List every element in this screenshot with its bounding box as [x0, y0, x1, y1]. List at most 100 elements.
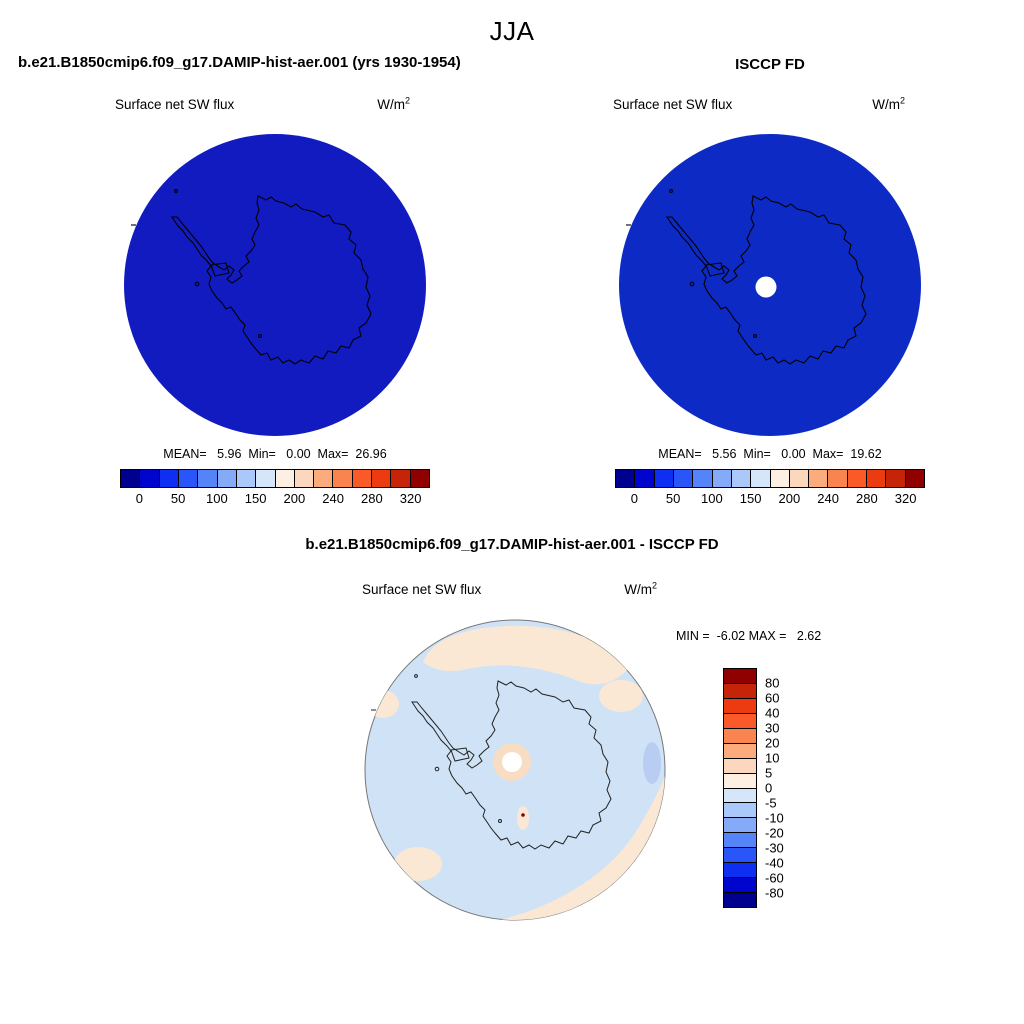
colorbar-box: [730, 469, 752, 488]
colorbar-tick-label: 0: [135, 491, 143, 506]
colorbar-tick-label: 50: [665, 491, 681, 506]
colorbar-box: [692, 469, 713, 488]
colorbar-tick-label: -5: [765, 795, 777, 811]
model-units-label: W/m2: [377, 95, 410, 112]
colorbar-tick-label: 30: [765, 720, 780, 736]
model-panel-title: b.e21.B1850cmip6.f09_g17.DAMIP-hist-aer.…: [18, 54, 461, 71]
colorbar-box: [769, 469, 790, 488]
colorbar-box: [332, 469, 353, 488]
colorbar-box: [723, 802, 757, 819]
colorbar-box: [723, 682, 757, 699]
colorbar-box: [750, 469, 771, 488]
colorbar-box: [723, 877, 757, 894]
colorbar-box: [808, 469, 829, 488]
colorbar-tick-label: -10: [765, 810, 784, 826]
colorbar-tick-label: -60: [765, 870, 784, 886]
colorbar-box: [723, 787, 757, 804]
colorbar-tick-label: 280: [361, 491, 383, 506]
model-variable-label: Surface net SW flux: [115, 97, 235, 112]
colorbar-box: [197, 469, 218, 488]
model-map: [123, 133, 427, 437]
model-colorbar-labels: 0 50 100 150 200 240 280 320: [120, 491, 430, 507]
diff-extreme-point-dot: [521, 813, 525, 817]
colorbar-box: [313, 469, 334, 488]
obs-map-svg: [619, 134, 921, 436]
colorbar-box: [723, 847, 757, 864]
colorbar-box: [723, 892, 757, 908]
diff-negative-anomaly-patch: [643, 742, 661, 784]
page-title: JJA: [489, 16, 535, 46]
diff-panel-title: b.e21.B1850cmip6.f09_g17.DAMIP-hist-aer.…: [305, 536, 719, 553]
colorbar-box: [723, 727, 757, 744]
colorbar-box: [723, 697, 757, 714]
antarctica-coastline: [371, 674, 612, 850]
obs-stats-line: MEAN= 5.56 Min= 0.00 Max= 19.62: [658, 447, 882, 461]
colorbar-tick-label: 40: [765, 705, 780, 721]
diff-map-svg: [364, 619, 666, 921]
colorbar-box: [711, 469, 732, 488]
diff-pole-feature: [493, 743, 531, 781]
colorbar-tick-label: 320: [894, 491, 917, 506]
obs-colorbar-boxes: [615, 469, 925, 488]
colorbar-box: [158, 469, 179, 488]
colorbar-tick-label: 200: [283, 491, 306, 506]
colorbar-box: [177, 469, 199, 488]
colorbar-tick-label: -30: [765, 840, 784, 856]
colorbar-box: [274, 469, 295, 488]
colorbar-box: [723, 742, 757, 759]
colorbar-tick-label: 320: [399, 491, 422, 506]
colorbar-box: [723, 757, 757, 774]
colorbar-box: [255, 469, 276, 488]
colorbar-box: [866, 469, 887, 488]
obs-variable-label: Surface net SW flux: [613, 97, 733, 112]
colorbar-box: [788, 469, 810, 488]
colorbar-tick-label: 280: [856, 491, 878, 506]
colorbar-tick-label: 100: [701, 491, 723, 506]
model-colorbar-boxes: [120, 469, 430, 488]
colorbar-tick-label: 150: [244, 491, 267, 506]
colorbar-box: [120, 469, 141, 488]
colorbar-box: [827, 469, 848, 488]
colorbar-box: [723, 862, 757, 879]
colorbar-box: [723, 817, 757, 834]
model-map-svg: [124, 134, 426, 436]
colorbar-tick-label: 60: [765, 690, 780, 706]
diff-units-label: W/m2: [624, 580, 657, 597]
colorbar-tick-label: 240: [322, 491, 344, 506]
colorbar-tick-label: 5: [765, 765, 773, 781]
diff-subtitle-row: Surface net SW flux W/m2: [362, 580, 657, 597]
colorbar-box: [846, 469, 868, 488]
diff-variable-label: Surface net SW flux: [362, 582, 482, 597]
antarctica-coastline: [131, 189, 372, 365]
colorbar-box: [723, 668, 757, 684]
colorbar-tick-label: 20: [765, 735, 780, 751]
obs-colorbar: 0 50 100 150 200 240 280 320: [615, 469, 925, 507]
obs-subtitle-row: Surface net SW flux W/m2: [613, 95, 905, 112]
diff-map: [363, 618, 667, 922]
colorbar-box: [235, 469, 257, 488]
obs-pole-missing-data-hole: [755, 276, 777, 298]
colorbar-tick-label: 0: [765, 780, 773, 796]
colorbar-tick-label: 10: [765, 750, 780, 766]
colorbar-tick-label: 200: [778, 491, 801, 506]
model-colorbar: 0 50 100 150 200 240 280 320: [120, 469, 430, 507]
colorbar-box: [723, 712, 757, 729]
colorbar-box: [672, 469, 694, 488]
colorbar-box: [216, 469, 237, 488]
model-subtitle-row: Surface net SW flux W/m2: [115, 95, 410, 112]
colorbar-box: [723, 832, 757, 849]
colorbar-tick-label: 50: [170, 491, 186, 506]
colorbar-box: [653, 469, 674, 488]
diff-colorbar: 80 60 40 30 20 10 5 0 -5 -10 -20 -30 -40 -60 -80: [723, 668, 784, 908]
colorbar-box: [409, 469, 430, 488]
obs-units-label: W/m2: [872, 95, 905, 112]
colorbar-box: [139, 469, 160, 488]
colorbar-tick-label: 240: [817, 491, 839, 506]
colorbar-tick-label: -40: [765, 855, 784, 871]
diff-colorbar-labels: 80 60 40 30 20 10 5 0 -5 -10 -20 -30 -40 -60 -80: [765, 668, 809, 908]
colorbar-box: [723, 772, 757, 789]
obs-map: [618, 133, 922, 437]
colorbar-box: [293, 469, 315, 488]
colorbar-box: [904, 469, 925, 488]
